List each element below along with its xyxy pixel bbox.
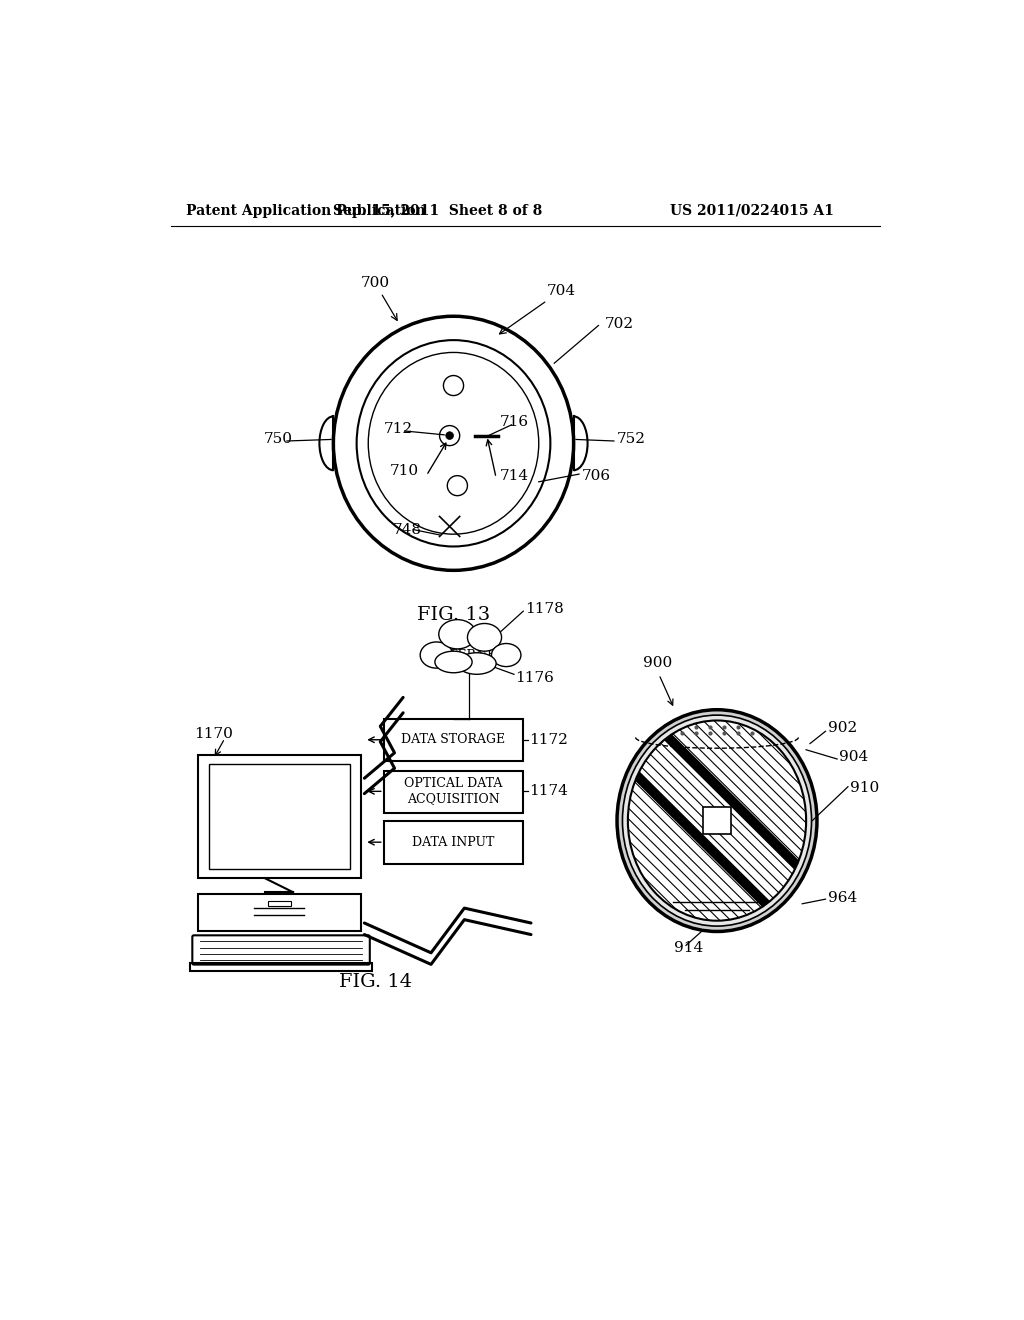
Ellipse shape	[435, 651, 472, 673]
Text: 704: 704	[500, 284, 575, 334]
Ellipse shape	[458, 653, 496, 675]
Ellipse shape	[438, 619, 476, 649]
Text: 964: 964	[827, 891, 857, 904]
Bar	[384, 771, 523, 813]
Ellipse shape	[617, 710, 817, 932]
Text: 904: 904	[839, 751, 868, 764]
Text: 752: 752	[616, 433, 645, 446]
Text: 712: 712	[384, 422, 413, 437]
Text: 710: 710	[390, 465, 419, 478]
Text: 700: 700	[360, 276, 397, 321]
Text: 910: 910	[850, 781, 879, 795]
Ellipse shape	[356, 341, 550, 546]
Ellipse shape	[369, 352, 539, 535]
Text: 1176: 1176	[515, 671, 554, 685]
Bar	[267, 902, 291, 906]
Text: ACQUISITION: ACQUISITION	[408, 792, 500, 805]
Ellipse shape	[492, 644, 521, 667]
Text: US 2011/0224015 A1: US 2011/0224015 A1	[671, 203, 835, 218]
Ellipse shape	[623, 715, 812, 927]
Bar	[384, 821, 523, 863]
Text: 902: 902	[827, 721, 857, 735]
Text: FIG. 13: FIG. 13	[417, 606, 490, 624]
Text: 914: 914	[675, 941, 703, 954]
Text: 716: 716	[500, 414, 529, 429]
Bar	[384, 719, 523, 762]
Ellipse shape	[420, 642, 453, 668]
Text: 1178: 1178	[524, 602, 563, 616]
Bar	[198, 755, 360, 878]
Text: 1170: 1170	[194, 726, 232, 741]
Bar	[190, 964, 372, 970]
Text: 900: 900	[643, 656, 673, 669]
Text: Patent Application Publication: Patent Application Publication	[186, 203, 426, 218]
Text: OPTICAL DATA: OPTICAL DATA	[404, 777, 503, 791]
Text: 1172: 1172	[529, 733, 568, 747]
Text: Sep. 15, 2011  Sheet 8 of 8: Sep. 15, 2011 Sheet 8 of 8	[334, 203, 543, 218]
Bar	[209, 764, 349, 869]
Text: 748: 748	[393, 523, 422, 536]
Circle shape	[445, 432, 454, 440]
Ellipse shape	[628, 721, 806, 921]
Bar	[198, 894, 360, 931]
Text: 706: 706	[582, 469, 610, 483]
Text: DATA STORAGE: DATA STORAGE	[401, 733, 506, 746]
Text: 714: 714	[500, 469, 529, 483]
Ellipse shape	[467, 623, 502, 651]
Text: FIG. 14: FIG. 14	[339, 973, 413, 991]
Text: 750: 750	[263, 433, 293, 446]
Text: INTERNET: INTERNET	[433, 648, 505, 661]
Text: 702: 702	[604, 317, 634, 331]
Text: 1174: 1174	[529, 784, 568, 799]
Text: DATA INPUT: DATA INPUT	[413, 836, 495, 849]
Bar	[703, 807, 731, 834]
